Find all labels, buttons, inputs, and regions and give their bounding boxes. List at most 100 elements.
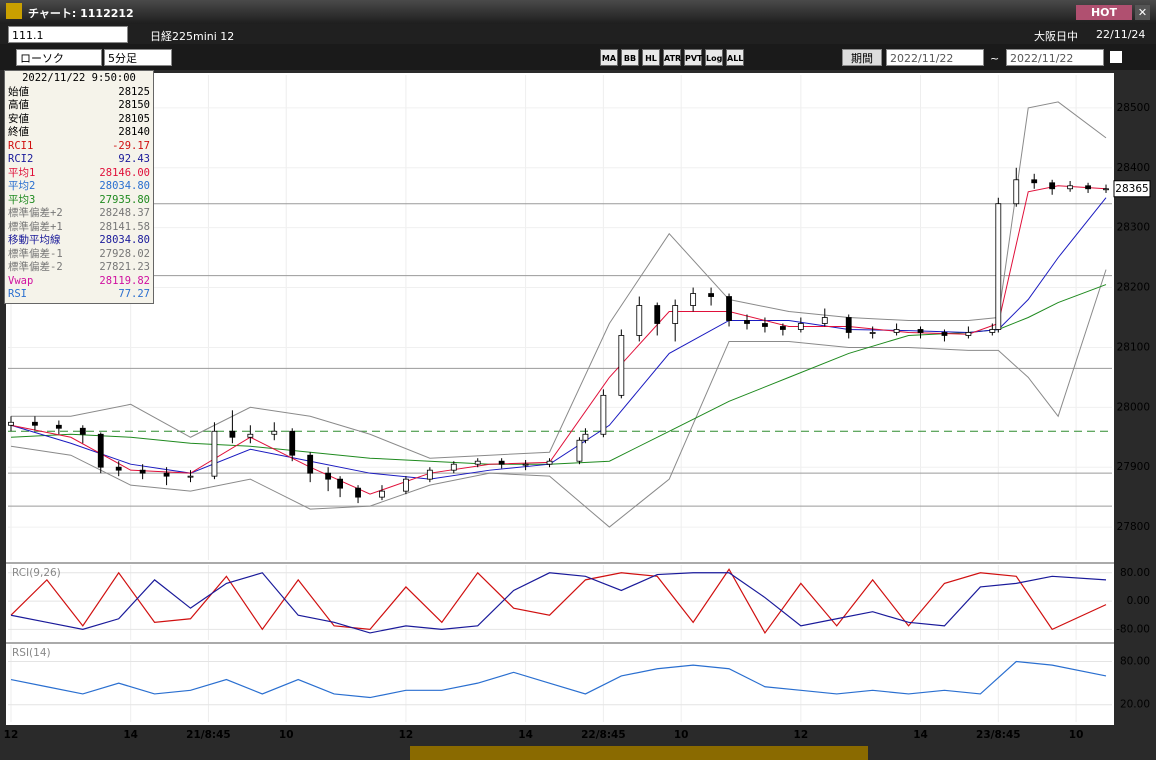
tool-button[interactable]: BB [621,49,639,66]
y-tick-label: 80.00 [1120,567,1150,579]
from-date[interactable]: 2022/11/22 [886,49,984,66]
info-value: 28034.80 [99,234,150,246]
info-label: 高値 [8,99,29,111]
candle-body [337,478,343,489]
info-value: 77.27 [118,288,150,300]
candle-body [989,329,996,333]
info-value: 27928.02 [99,247,150,260]
candle-body [522,463,529,466]
info-row: 移動平均線 28034.80 [5,234,153,248]
tool-button[interactable]: Log [705,49,723,66]
candle-body [582,433,589,441]
candle-body [708,293,714,297]
overlay-line [10,269,1107,528]
x-tick-label: 10 [279,729,294,741]
info-row: RSI 77.27 [5,288,153,302]
candle-body [139,469,146,474]
candle-body [307,454,314,474]
last-price-label: 28365 [1115,183,1148,195]
x-tick-label: 12 [794,729,809,741]
candle-body [546,460,553,465]
chart: 27800 27900 28000 28100 28200 28300 28400 28500… [0,70,1156,760]
info-label: 平均1 [8,166,36,179]
info-panel: 2022/11/22 9:50:00 始値 28125 高値 28150 安値 28105… [4,70,154,304]
candle-body [995,203,1002,330]
info-row: Vwap 28119.82 [5,275,153,289]
info-label: 標準偏差-1 [8,247,63,260]
info-row: 標準偏差-2 27821.23 [5,261,153,275]
tool-button[interactable]: MA [600,49,618,66]
candle-body [600,394,607,435]
info-label: RSI [8,288,27,300]
tool-button[interactable]: ATR [663,49,681,66]
checkbox[interactable] [1110,51,1122,63]
y-tick-label: 80.00 [1120,656,1150,668]
candle-body [941,332,948,336]
last-price-box [1113,180,1151,198]
info-label: Vwap [8,274,34,287]
candle-body [1085,185,1091,190]
info-row: 平均2 28034.80 [5,180,153,194]
info-value: 92.43 [118,153,150,165]
x-tick-label: 21/8:45 [186,729,231,741]
info-value: 28034.80 [99,180,150,192]
symbol-select[interactable]: 111.1 [8,26,128,43]
info-row: 安値 28105 [5,113,153,127]
candle-body [426,469,433,480]
tool-button[interactable]: HL [642,49,660,66]
candle-body [55,424,62,429]
candle-body [187,475,194,478]
y-tick-label: 27800 [1117,521,1150,533]
candle-body [654,305,661,324]
info-label: 平均2 [8,180,36,192]
candle-body [8,421,14,426]
x-tick-label: 10 [674,729,689,741]
info-value: 27821.23 [99,261,150,273]
info-row: 高値 28150 [5,99,153,113]
indicator-line [10,568,1107,635]
y-tick-label: 0.00 [1127,595,1150,607]
candle-body [965,332,972,336]
y-tick-label: 28500 [1117,102,1150,114]
candle-body [690,293,697,306]
scrollbar[interactable] [410,746,868,760]
x-tick-label: 14 [913,729,928,741]
tool-button[interactable]: ALL [726,49,744,66]
candle-body [762,323,768,327]
candle-body [498,460,505,465]
candle-body [163,472,170,477]
tilde: ~ [990,52,1000,65]
window-title: チャート: 1112212 [28,7,134,20]
plot-area [6,73,1114,725]
candle-body [1103,188,1109,191]
info-value: -29.17 [112,139,150,152]
candle-body [403,478,409,492]
indicator-line [10,660,1107,699]
interval-select[interactable]: 5分足 [104,49,172,66]
candle-body [821,317,828,324]
candle-body [1031,179,1038,184]
info-row: 始値 28125 [5,86,153,100]
y-tick-label: -80.00 [1116,623,1150,635]
candle-body [79,427,86,435]
candle-body [576,439,583,462]
info-value: 28105 [118,112,150,125]
chart-kind-select[interactable]: ローソク [16,49,102,66]
title-bar: チャート: 1112212 HOT ✕ [0,0,1156,24]
overlay-line [10,185,1107,495]
hot-button[interactable]: HOT [1076,5,1132,20]
info-row: RCI2 92.43 [5,153,153,167]
y-tick-label: 28400 [1117,162,1150,174]
tool-button[interactable]: PVT [684,49,703,66]
period-button[interactable]: 期間 [842,49,882,66]
to-date[interactable]: 2022/11/22 [1006,49,1104,66]
info-value: 28119.82 [99,274,150,287]
info-label: 平均3 [8,193,36,206]
info-value: 28125 [118,85,150,98]
close-button[interactable]: ✕ [1135,5,1150,20]
info-label: 安値 [8,112,29,125]
info-label: RCI2 [8,153,34,165]
candle-body [744,320,750,324]
symbol-bar: 111.1 日経225mini 12 大阪日中 22/11/24 [0,24,1156,44]
